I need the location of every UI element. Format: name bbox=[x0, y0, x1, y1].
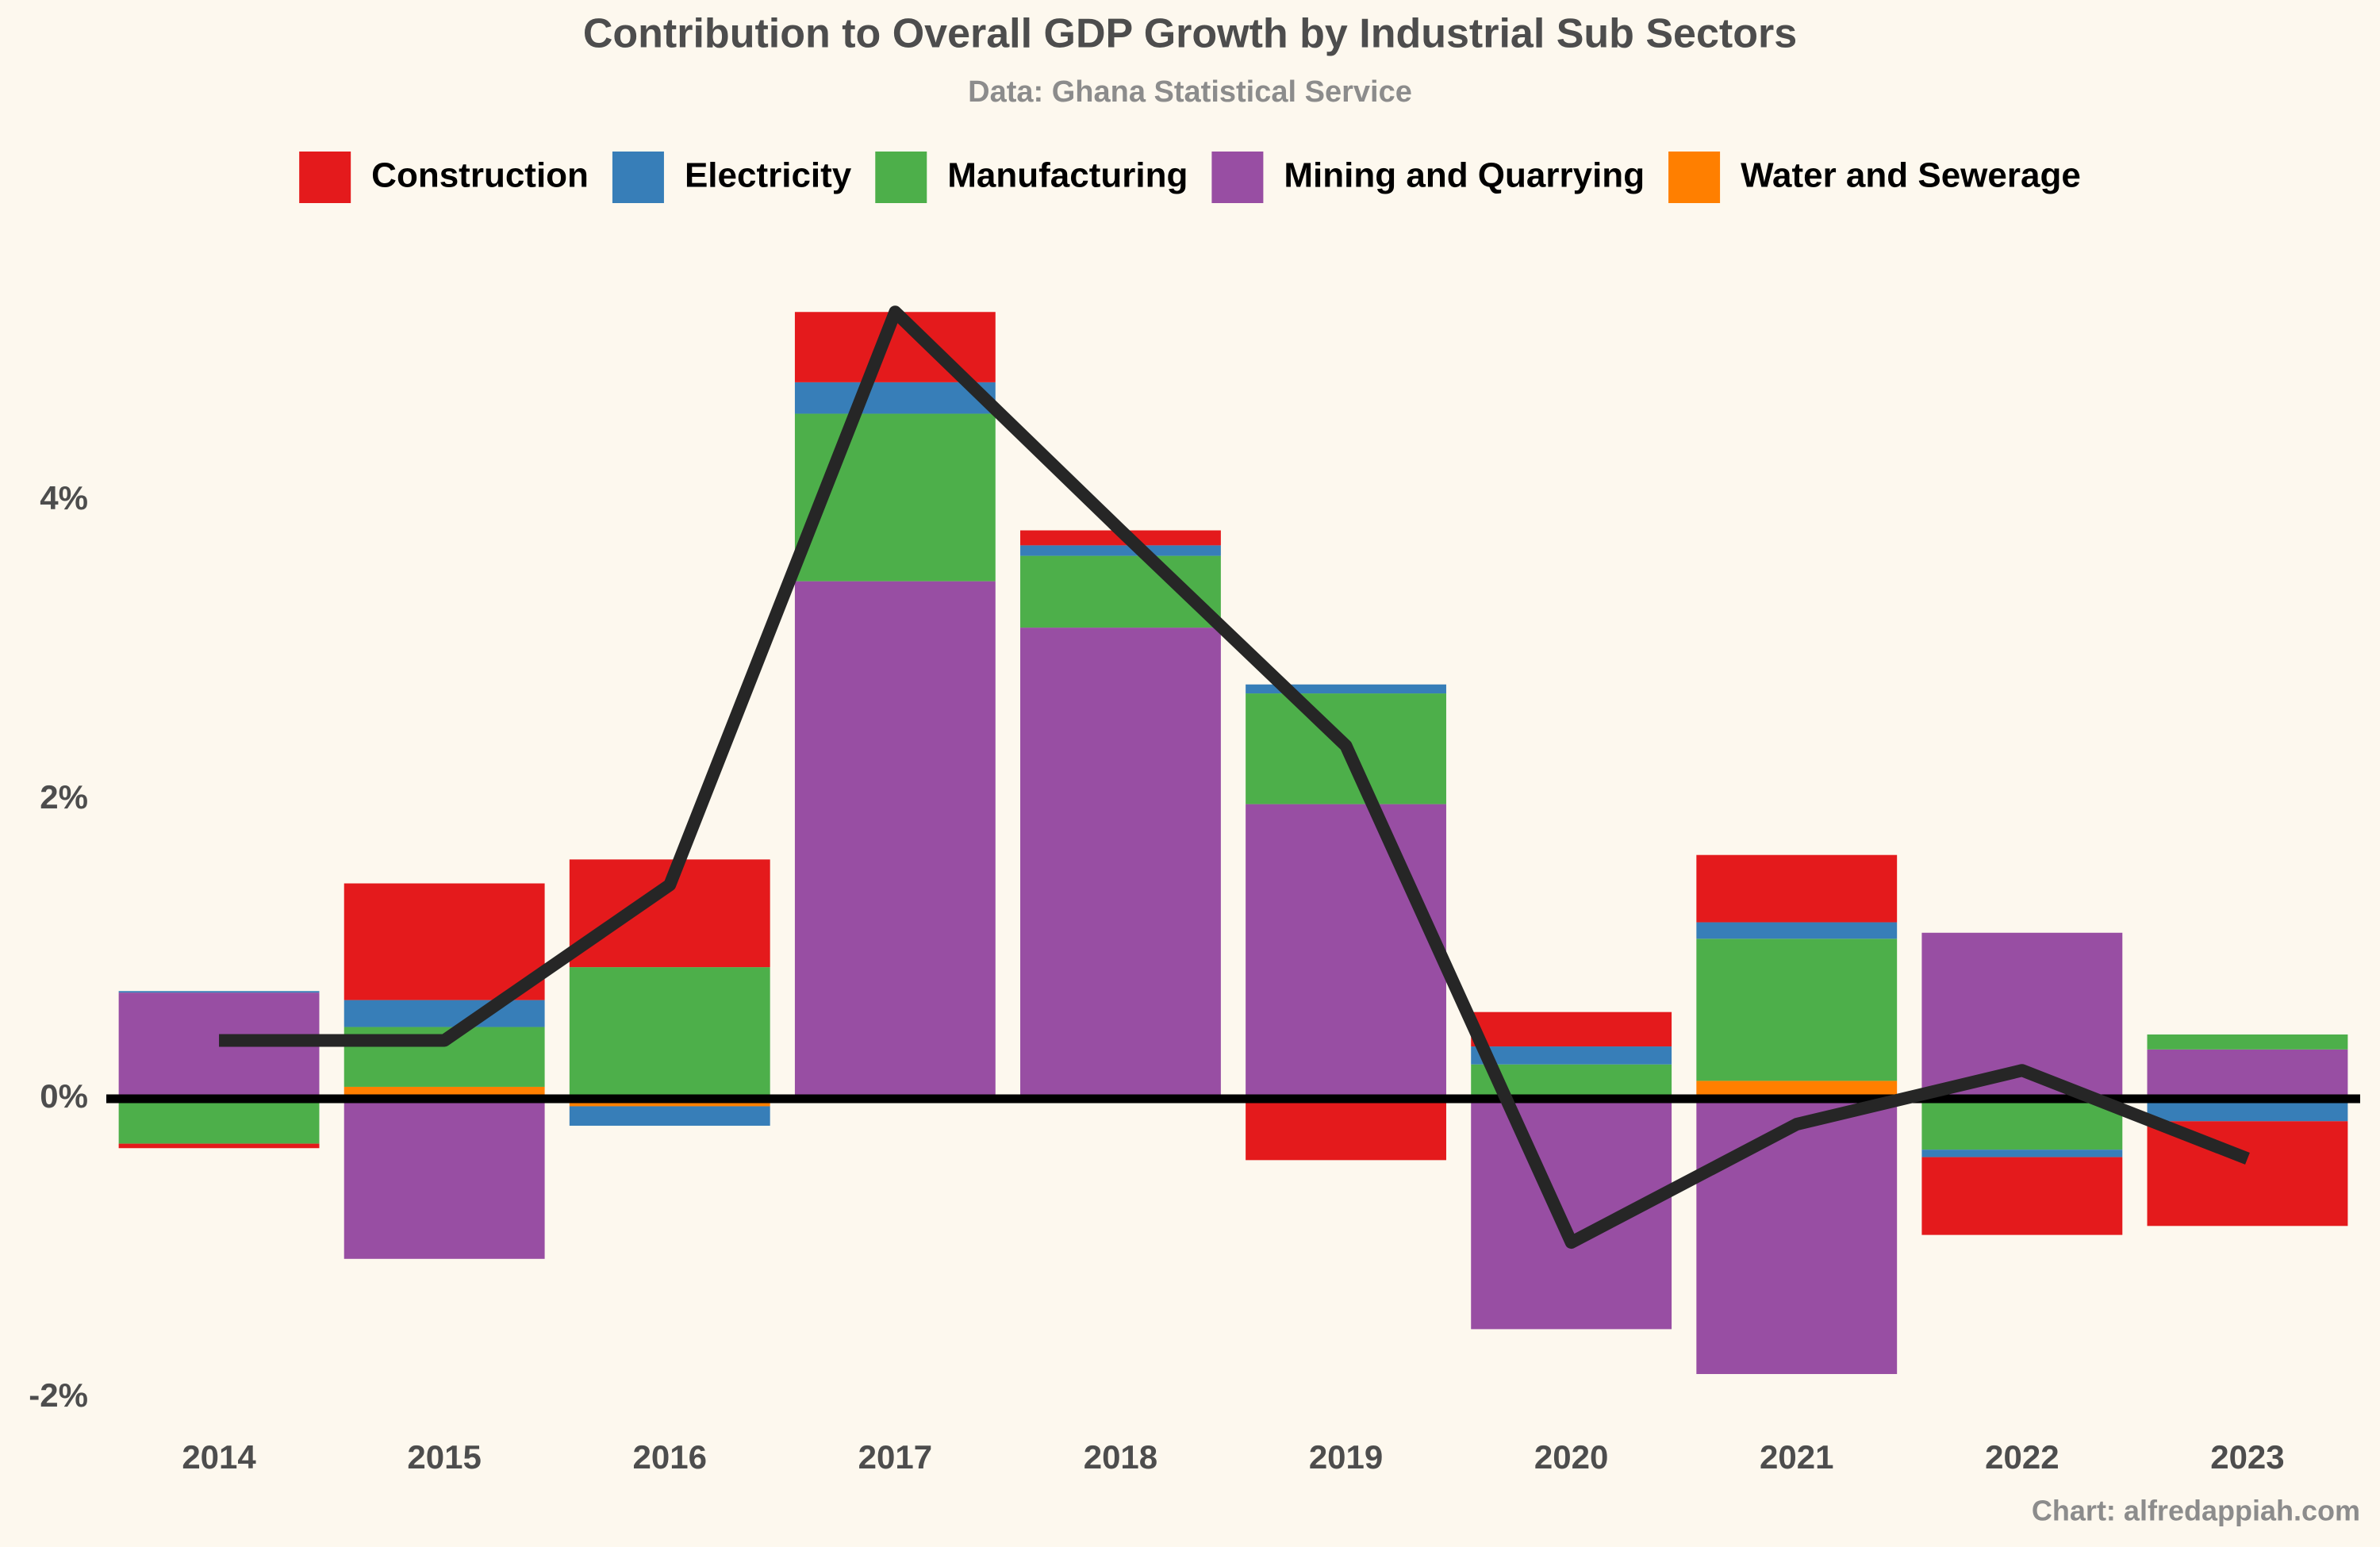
bar-segment bbox=[1696, 1081, 1898, 1100]
bar-segment bbox=[1696, 1099, 1898, 1374]
legend-label: Mining and Quarrying bbox=[1284, 156, 1645, 195]
bar-segment bbox=[118, 1099, 320, 1144]
bar-segment bbox=[344, 883, 545, 1000]
bar-segment bbox=[1246, 804, 1446, 1100]
x-tick-label: 2021 bbox=[1760, 1438, 1833, 1476]
x-tick-label: 2020 bbox=[1534, 1438, 1608, 1476]
legend-swatch bbox=[1211, 152, 1264, 203]
bar-segment bbox=[1921, 1150, 2123, 1157]
x-tick-label: 2016 bbox=[633, 1438, 707, 1476]
x-tick-label: 2017 bbox=[858, 1438, 932, 1476]
bar-segment bbox=[1020, 545, 1221, 556]
total-line bbox=[219, 305, 2250, 1250]
legend-swatch bbox=[875, 152, 927, 203]
x-tick-label: 2023 bbox=[2210, 1438, 2284, 1476]
legend-label: Electricity bbox=[685, 156, 852, 195]
x-tick-label: 2015 bbox=[407, 1438, 481, 1476]
y-tick-label: 2% bbox=[40, 778, 88, 816]
legend-swatch bbox=[612, 152, 664, 203]
legend-label: Manufacturing bbox=[947, 156, 1188, 195]
bar-segment bbox=[794, 581, 996, 1100]
bar-segment bbox=[569, 967, 770, 1100]
caption: Chart: alfredappiah.com bbox=[2032, 1495, 2360, 1527]
y-tick-label: -2% bbox=[29, 1376, 88, 1414]
bar-segment bbox=[1471, 1046, 1672, 1065]
legend-swatch bbox=[299, 152, 351, 203]
y-tick-label: 0% bbox=[40, 1077, 88, 1115]
bar-segment bbox=[344, 1000, 545, 1027]
bar-segment bbox=[1696, 854, 1898, 923]
chart-subtitle: Data: Ghana Statistical Service bbox=[968, 75, 1412, 109]
x-tick-label: 2019 bbox=[1309, 1438, 1383, 1476]
bar-segment bbox=[1921, 1157, 2123, 1235]
bar-segment bbox=[2147, 1049, 2348, 1100]
bar-segment bbox=[1246, 684, 1446, 694]
bar-segment bbox=[1696, 939, 1898, 1081]
bar-segment bbox=[794, 382, 996, 414]
bar-segment bbox=[2147, 1034, 2348, 1050]
bar-segment bbox=[1696, 922, 1898, 939]
chart-title: Contribution to Overall GDP Growth by In… bbox=[583, 11, 1797, 57]
bar-segment bbox=[569, 1106, 770, 1126]
bar-segment bbox=[1471, 1099, 1672, 1330]
legend-swatch bbox=[1668, 152, 1721, 203]
legend-label: Construction bbox=[371, 156, 589, 195]
bar-segment bbox=[118, 991, 320, 993]
y-tick-label: 4% bbox=[40, 479, 88, 516]
bar-segment bbox=[1020, 628, 1221, 1100]
bar-segment bbox=[118, 1143, 320, 1149]
x-tick-label: 2014 bbox=[182, 1438, 256, 1476]
bar-segment bbox=[1471, 1012, 1672, 1047]
x-tick-label: 2018 bbox=[1084, 1438, 1157, 1476]
legend-label: Water and Sewerage bbox=[1741, 156, 2081, 195]
bar-segment bbox=[1921, 1099, 2123, 1150]
x-tick-label: 2022 bbox=[1985, 1438, 2059, 1476]
bar-segment bbox=[344, 1099, 545, 1259]
bar-segment bbox=[1246, 1099, 1446, 1161]
